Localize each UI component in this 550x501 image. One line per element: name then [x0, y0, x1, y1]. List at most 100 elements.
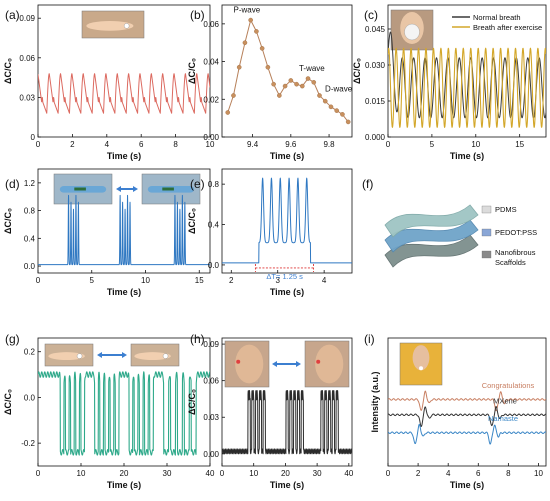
switch-arrow: [97, 352, 127, 358]
panel-label: (g): [5, 332, 20, 346]
y-axis-label: Intensity (a.u.): [370, 371, 380, 432]
x-tick-label: 5: [90, 276, 95, 285]
x-tick-label: 6: [476, 469, 481, 478]
arrow-head-left: [272, 361, 277, 367]
x-tick-label: 2: [416, 469, 421, 478]
data-point: [242, 40, 248, 46]
x-tick-label: 4: [446, 469, 451, 478]
data-point: [265, 64, 271, 70]
legend-entry-0: Normal breath: [473, 13, 521, 22]
x-axis-label: Time (s): [107, 287, 141, 297]
panel-b: 9.4 9.6 9.8 0.00 0.02 0.04 0.06 Time (s) ΔC/C₀ (b…: [187, 4, 353, 161]
series-group: [388, 31, 546, 128]
y-axis-label: ΔC/C₀: [187, 58, 197, 84]
sensor-strip: [74, 187, 86, 191]
x-tick-label: 0: [36, 469, 41, 478]
sensor-dot: [162, 353, 169, 359]
photo-throat: [399, 342, 443, 386]
annotation-t-wave: T-wave: [299, 64, 325, 73]
y-tick-label: 0.06: [203, 20, 219, 29]
plot-frame: [387, 4, 547, 138]
plot-frame: [221, 4, 353, 138]
x-axis-label: Time (s): [270, 480, 304, 490]
photo-arm-bent: [130, 343, 180, 367]
series-line-normal: [388, 31, 546, 119]
series-line-congratulations: [388, 390, 546, 412]
series-group: [222, 389, 352, 455]
data-point: [277, 93, 282, 98]
series-line-exercise: [388, 47, 546, 128]
legend-swatch: [481, 250, 492, 259]
data-point: [334, 108, 340, 113]
x-tick-label: 30: [313, 469, 322, 478]
series-group: [38, 194, 210, 266]
x-tick-label: 4: [322, 276, 327, 285]
data-point: [236, 64, 242, 70]
x-tick-label: 2: [70, 140, 75, 149]
y-axis-label: ΔC/C₀: [3, 208, 13, 234]
sensor-dot: [316, 359, 321, 364]
legend-swatch: [481, 228, 492, 237]
y-tick-label: 0.0: [208, 261, 220, 270]
x-axis-label: Time (s): [107, 151, 141, 161]
photo-head-front: [224, 340, 270, 388]
y-tick-label: 0.045: [365, 25, 386, 34]
layer-label-1: PEDOT:PSS: [495, 228, 537, 237]
series-line-arm: [38, 371, 210, 456]
data-point: [305, 76, 311, 81]
y-axis-label: ΔC/C₀: [187, 208, 197, 234]
series-line-knock: [222, 177, 352, 264]
plot-frame: [37, 4, 211, 138]
y-tick-label: 0.8: [24, 207, 36, 216]
delta-t-annotation: ΔT= 1.25 s: [266, 272, 303, 281]
x-axis-label: Time (s): [270, 151, 304, 161]
panel-h: 0 10 20 30 40 0.00 0.03 0.06 0.09 Time (s) ΔC/C₀ (h…: [187, 332, 354, 490]
y-tick-label: 0.4: [24, 234, 36, 243]
photo-arm-straight: [44, 343, 94, 367]
panel-g: 0 10 20 30 40 -0.2 0.0 0.2 Time (s) ΔC/C₀ (g): [3, 332, 215, 490]
legend-swatch: [481, 205, 492, 214]
y-tick-label: 0.06: [19, 54, 35, 63]
series-line-mxene: [388, 406, 546, 427]
panel-e: 2 3 4 0.0 0.4 0.8 Time (s) ΔC/C₀ (e) ΔT= 1.25 s: [187, 168, 353, 297]
x-tick-label: 8: [173, 140, 178, 149]
sensor-strip: [162, 187, 174, 191]
y-tick-label: 1.2: [24, 179, 36, 188]
y-axis-label: ΔC/C₀: [187, 389, 197, 415]
series-group: [38, 73, 210, 114]
series-group: [388, 390, 546, 445]
layer-sheet-0: [384, 234, 479, 268]
series-label-2: Namaste: [488, 414, 518, 423]
y-tick-label: 0.09: [203, 340, 219, 349]
photo-head-side: [304, 340, 350, 388]
arrow-head-right: [133, 186, 138, 192]
arm-shape: [134, 352, 171, 361]
x-tick-label: 10: [77, 469, 86, 478]
y-tick-label: 0.015: [365, 97, 386, 106]
data-point: [328, 104, 334, 110]
x-tick-label: 10: [471, 140, 480, 149]
y-tick-label: 0.00: [203, 450, 219, 459]
x-tick-label: 0: [36, 140, 41, 149]
x-tick-label: 3: [275, 276, 280, 285]
x-tick-label: 0: [36, 276, 41, 285]
y-tick-label: 0.2: [24, 348, 36, 357]
series-line-eye: [222, 389, 352, 455]
arrow-head-left: [97, 352, 102, 358]
switch-arrow: [272, 361, 301, 367]
arrow-head-left: [116, 186, 121, 192]
y-axis-label: ΔC/C₀: [3, 58, 13, 84]
y-tick-label: 0.000: [365, 133, 386, 142]
x-tick-label: 9.8: [323, 140, 335, 149]
panel-label: (f): [362, 177, 373, 191]
sensor-dot: [123, 23, 130, 29]
sensor-dot: [419, 366, 423, 371]
switch-arrow: [116, 186, 138, 192]
y-tick-label: 0.00: [203, 133, 219, 142]
plot-frame: [221, 168, 353, 274]
x-tick-label: 0: [220, 469, 225, 478]
x-tick-label: 10: [534, 469, 543, 478]
x-tick-label: 15: [515, 140, 524, 149]
layer-sheet-1: [384, 219, 479, 253]
legend-entry-1: Breath after exercise: [473, 23, 542, 32]
